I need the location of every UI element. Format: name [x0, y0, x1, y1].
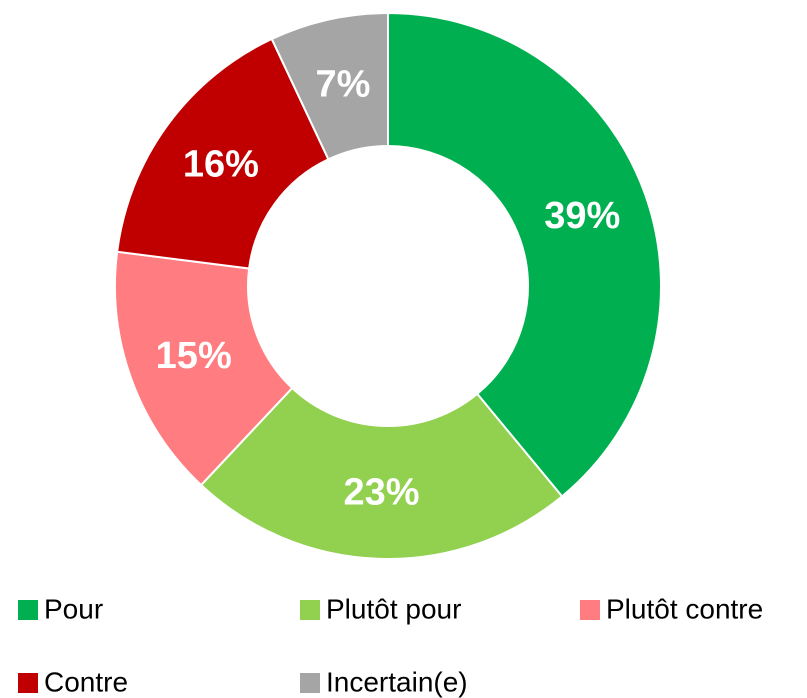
legend-label: Pour [44, 593, 103, 624]
slice [114, 250, 294, 487]
data-label: 23% [343, 471, 419, 513]
legend-label: Plutôt pour [326, 593, 461, 624]
slice [270, 11, 389, 161]
legend-swatch [300, 600, 320, 620]
data-label: 39% [544, 195, 620, 237]
slice [387, 11, 662, 498]
data-label: 15% [156, 335, 232, 377]
legend-label: Incertain(e) [326, 666, 468, 697]
slice [116, 37, 330, 270]
legend-swatch [18, 673, 38, 693]
legend-swatch [300, 673, 320, 693]
legend-swatch [580, 600, 600, 620]
data-label: 7% [315, 64, 370, 106]
data-label: 16% [183, 144, 259, 186]
legend-swatch [18, 600, 38, 620]
legend-label: Plutôt contre [606, 593, 763, 624]
legend-label: Contre [44, 666, 128, 697]
slice [199, 386, 564, 560]
